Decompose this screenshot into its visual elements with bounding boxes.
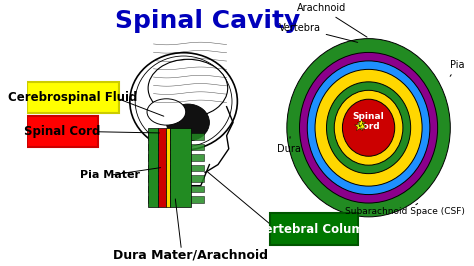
Ellipse shape	[135, 56, 232, 147]
FancyBboxPatch shape	[148, 154, 204, 161]
Text: Subarachnoid Space (CSF): Subarachnoid Space (CSF)	[345, 203, 465, 217]
Text: Dura: Dura	[277, 137, 301, 154]
Text: Spinal Cavity: Spinal Cavity	[115, 9, 300, 33]
FancyBboxPatch shape	[270, 213, 358, 245]
FancyBboxPatch shape	[165, 128, 170, 207]
Ellipse shape	[147, 99, 186, 125]
Ellipse shape	[342, 99, 395, 156]
FancyBboxPatch shape	[148, 196, 204, 203]
Text: Pia: Pia	[450, 60, 465, 76]
Text: Pia Mater: Pia Mater	[81, 170, 140, 180]
Text: Arachnoid: Arachnoid	[297, 3, 367, 37]
Ellipse shape	[287, 39, 450, 217]
FancyBboxPatch shape	[148, 165, 204, 171]
Text: Dura Mater/Arachnoid: Dura Mater/Arachnoid	[112, 249, 267, 262]
Ellipse shape	[327, 82, 410, 174]
Ellipse shape	[166, 104, 210, 141]
Text: Spinal
Cord: Spinal Cord	[353, 112, 384, 131]
Point	[357, 121, 365, 125]
Ellipse shape	[315, 69, 422, 186]
Text: Vertebral Column: Vertebral Column	[256, 223, 372, 236]
FancyBboxPatch shape	[27, 82, 119, 113]
FancyBboxPatch shape	[148, 144, 204, 150]
FancyBboxPatch shape	[148, 133, 204, 140]
Text: Cerebrospinal Fluid: Cerebrospinal Fluid	[8, 91, 137, 104]
FancyBboxPatch shape	[27, 116, 98, 147]
Ellipse shape	[130, 53, 237, 150]
FancyBboxPatch shape	[148, 175, 204, 182]
FancyBboxPatch shape	[148, 186, 204, 192]
Point	[356, 124, 363, 128]
Text: Vertebra: Vertebra	[279, 23, 358, 42]
FancyBboxPatch shape	[148, 128, 158, 207]
Ellipse shape	[307, 61, 430, 194]
FancyBboxPatch shape	[158, 128, 165, 207]
Ellipse shape	[148, 59, 228, 117]
Point	[359, 124, 366, 128]
Text: Spinal Cord: Spinal Cord	[24, 125, 100, 138]
Ellipse shape	[300, 52, 438, 203]
FancyBboxPatch shape	[170, 128, 191, 207]
Ellipse shape	[334, 90, 403, 165]
